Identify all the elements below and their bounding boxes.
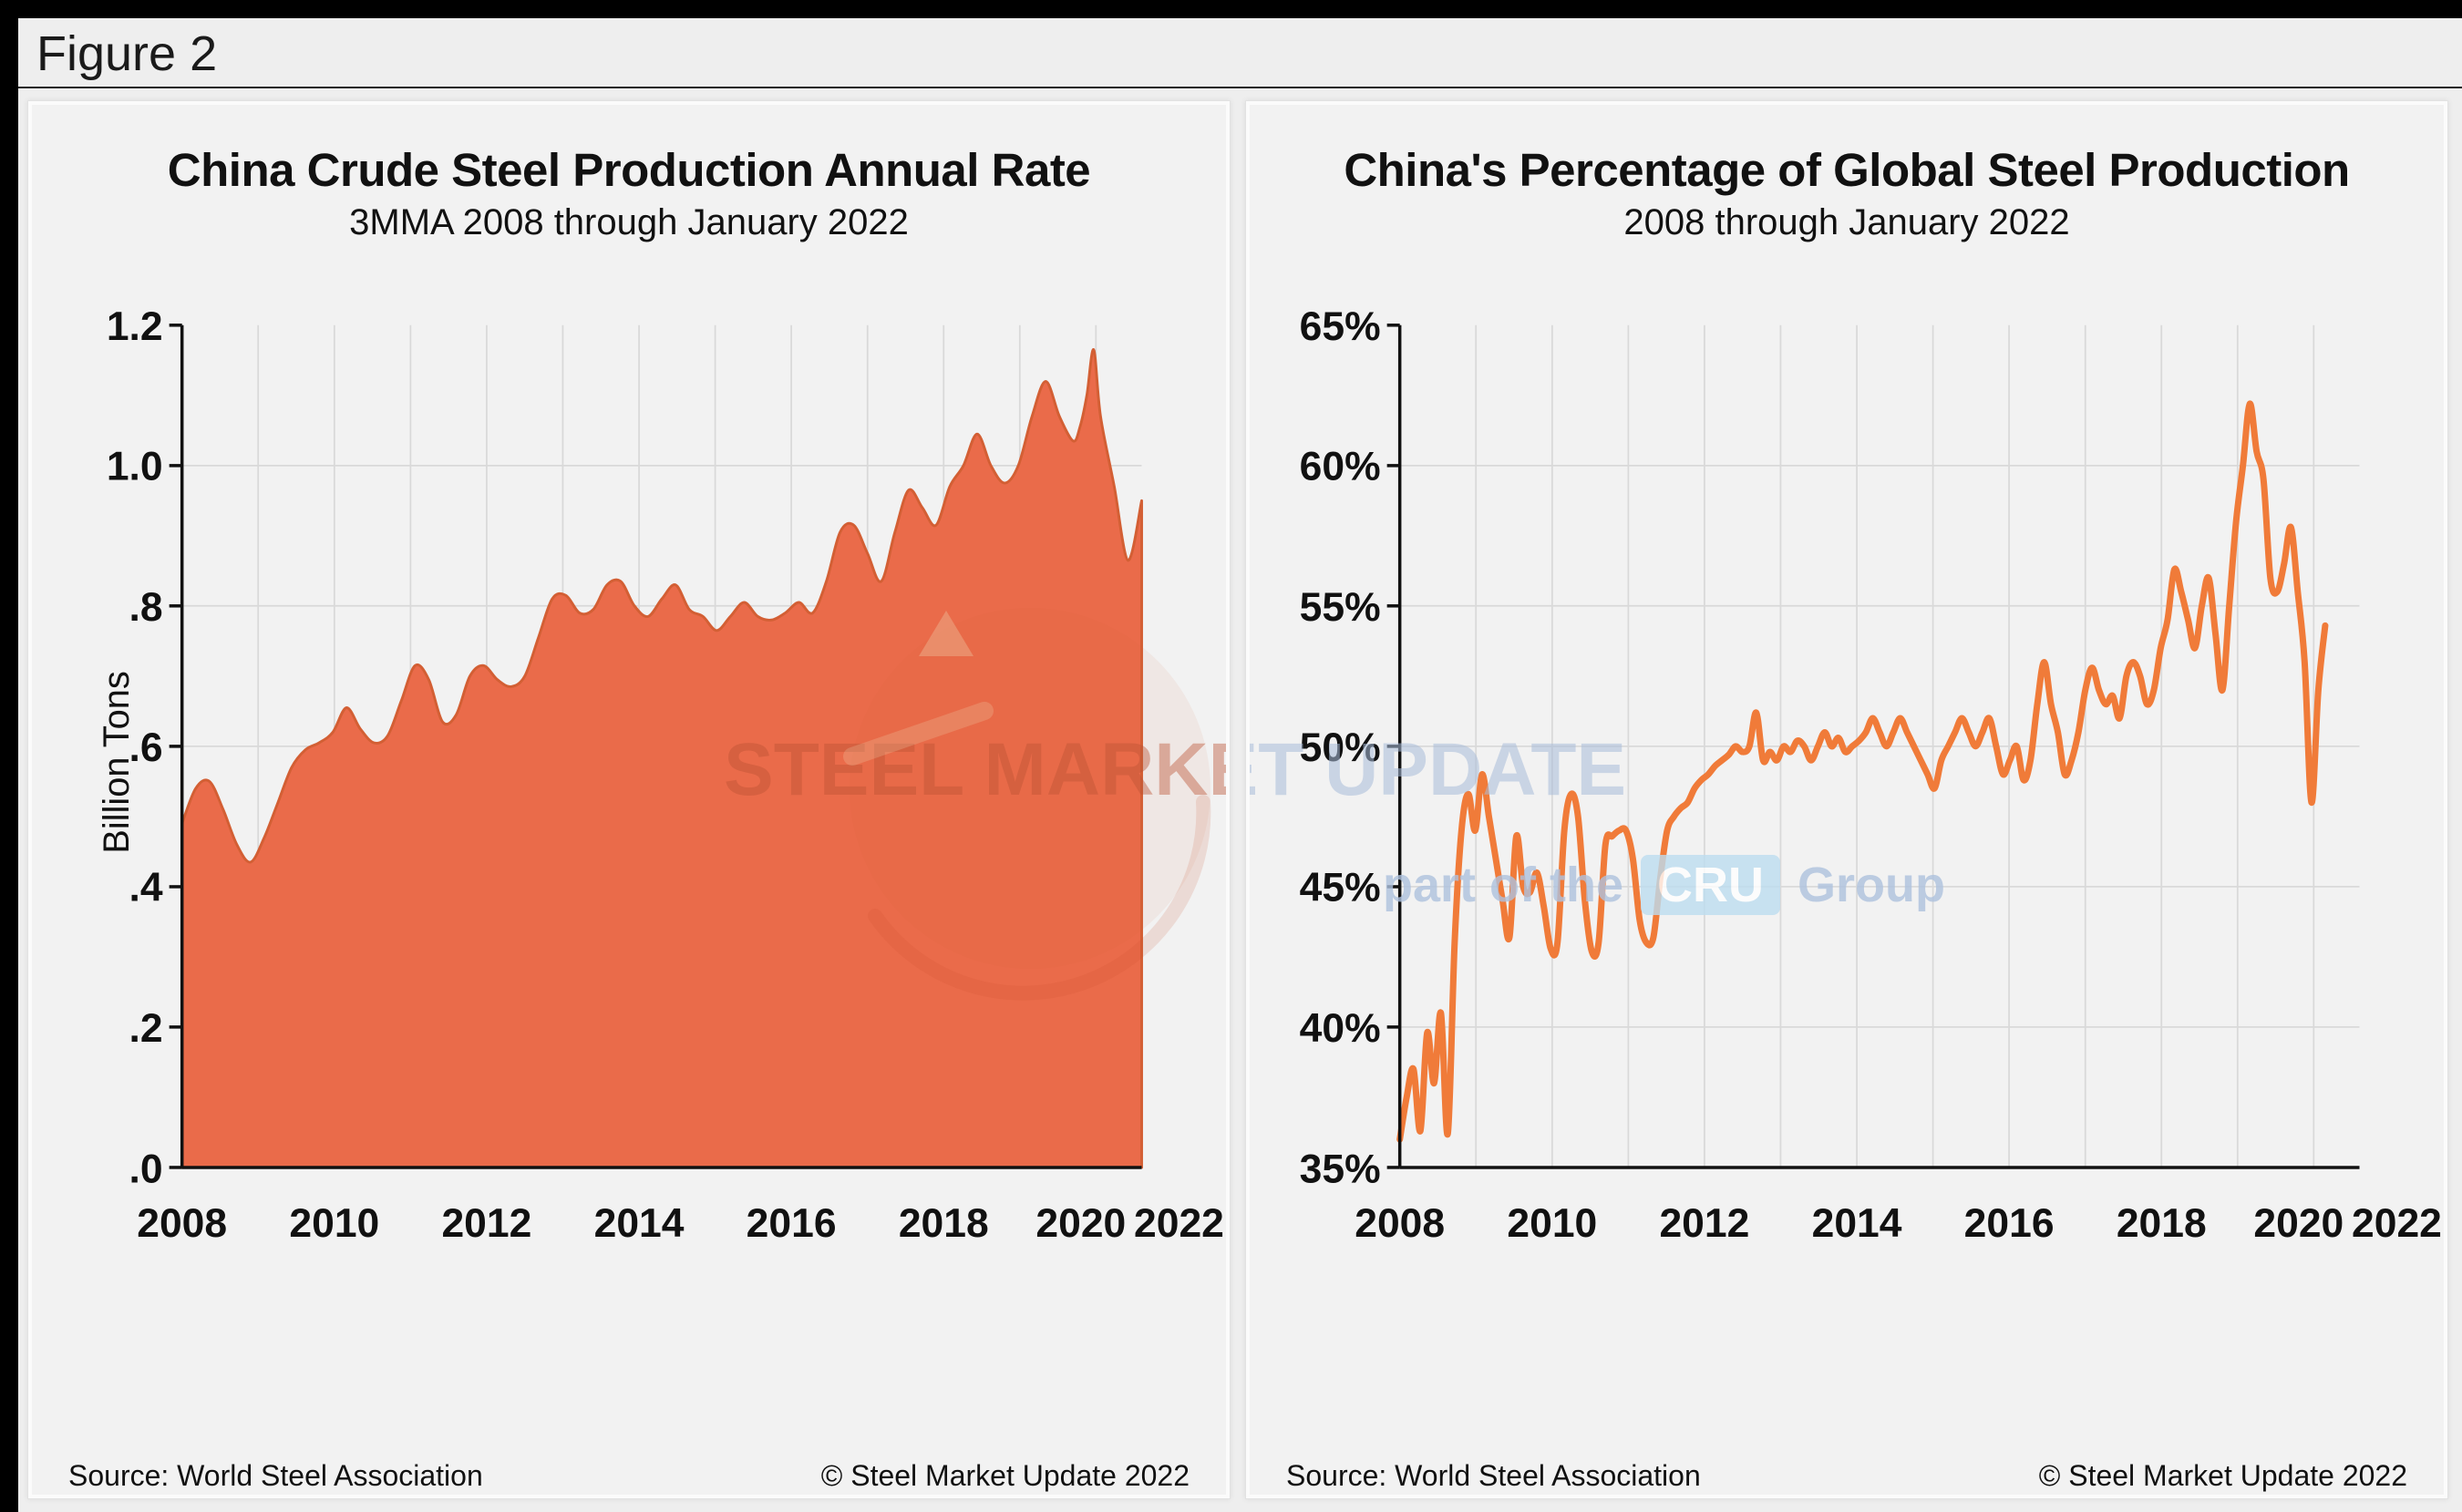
- svg-text:2012: 2012: [441, 1201, 531, 1246]
- svg-text:2020: 2020: [2253, 1201, 2344, 1246]
- svg-text:2014: 2014: [594, 1201, 685, 1246]
- svg-text:.4: .4: [129, 865, 163, 910]
- svg-text:2010: 2010: [289, 1201, 379, 1246]
- svg-text:55%: 55%: [1300, 585, 1381, 630]
- svg-text:45%: 45%: [1300, 865, 1381, 910]
- svg-text:.2: .2: [129, 1006, 163, 1051]
- svg-text:2020: 2020: [1035, 1201, 1126, 1246]
- svg-text:2022: 2022: [2352, 1201, 2442, 1246]
- svg-text:2008: 2008: [1355, 1201, 1445, 1246]
- svg-text:.8: .8: [129, 585, 163, 630]
- svg-text:2016: 2016: [747, 1201, 837, 1246]
- svg-text:2016: 2016: [1964, 1201, 2055, 1246]
- svg-text:2012: 2012: [1659, 1201, 1749, 1246]
- svg-text:2022: 2022: [1134, 1201, 1224, 1246]
- svg-text:2014: 2014: [1812, 1201, 1902, 1246]
- svg-text:2010: 2010: [1507, 1201, 1597, 1246]
- svg-text:Billion Tons: Billion Tons: [97, 671, 137, 853]
- svg-text:35%: 35%: [1300, 1147, 1381, 1191]
- svg-text:1.2: 1.2: [107, 304, 163, 349]
- svg-text:65%: 65%: [1300, 304, 1381, 349]
- svg-text:2018: 2018: [2117, 1201, 2207, 1246]
- svg-text:.0: .0: [129, 1147, 163, 1191]
- svg-text:60%: 60%: [1300, 444, 1381, 489]
- svg-text:1.0: 1.0: [107, 444, 163, 489]
- svg-text:40%: 40%: [1300, 1006, 1381, 1051]
- svg-text:2018: 2018: [899, 1201, 989, 1246]
- svg-text:2008: 2008: [137, 1201, 227, 1246]
